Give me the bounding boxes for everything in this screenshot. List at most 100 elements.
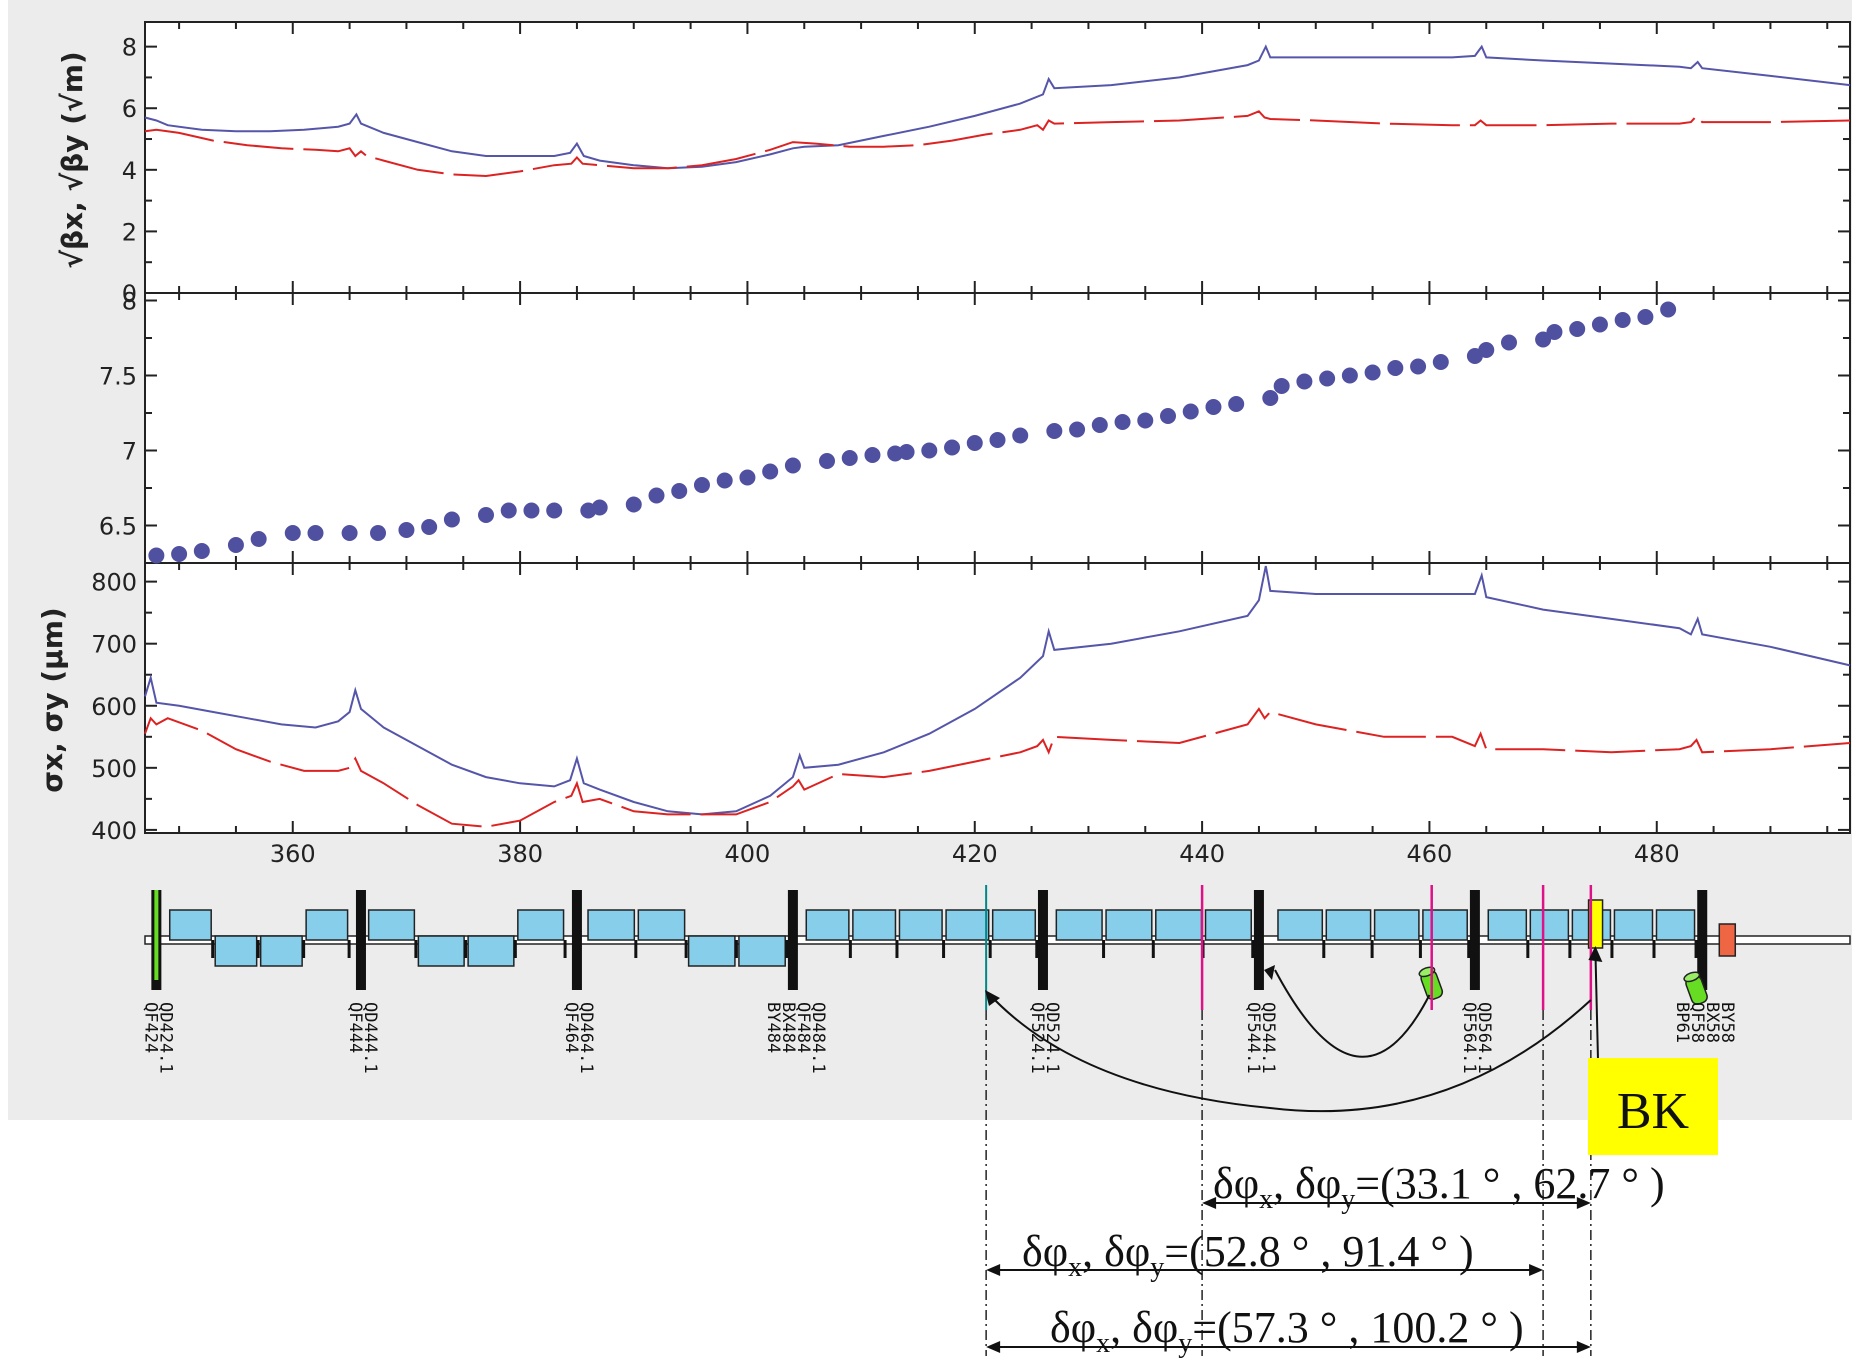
arrowhead [1529,1264,1544,1276]
dipole-magnet [1373,909,1420,941]
sigma-y-axis-label: σx, σy (μm) [36,607,69,792]
beta-panel [144,21,1851,294]
sigma-series-line [144,565,1851,816]
corrector-magnet [1526,940,1530,958]
corrector-magnet [464,940,468,958]
scatter-point [523,502,540,519]
scatter-point [1364,364,1381,381]
green-marker [154,890,159,980]
dipole-magnet [991,909,1037,941]
scatter-point [1182,403,1199,420]
lattice-element-label: QF464 [561,1002,581,1053]
x-tick-label: 440 [1179,840,1225,868]
y-tick-label: 400 [91,817,137,845]
quadrupole-magnet [571,890,582,990]
dipole-magnet [898,909,943,941]
y-tick-label: 8 [122,288,137,316]
lattice-element-label: QD564.1 [1474,1002,1494,1074]
phase-advance-label-1: δφx, δφy=(33.1 ° , 62.7 ° ) [1213,1159,1665,1215]
scatter-point [250,531,267,547]
scatter-point [671,483,688,499]
dipole-magnet [1613,909,1654,941]
scatter-point [591,499,608,516]
corrector-magnet [634,940,638,958]
dipole-magnet [417,935,465,967]
arrowhead [1588,946,1603,962]
corrector-magnet [785,940,789,958]
dipole-magnet [1055,909,1103,941]
scatter-point [921,442,938,459]
x-tick-label: 400 [725,840,771,868]
bk-pointer-line [1594,949,1599,1061]
arrowhead [1202,1197,1217,1209]
scatter-point [648,487,665,504]
dipole-magnet [467,935,515,967]
sigma-series-line [144,707,1851,828]
quadrupole-magnet [1253,890,1264,990]
corrector-magnet [256,940,260,958]
bpm-icon [1683,971,1708,1005]
scatter-point [227,537,244,553]
dipole-magnet [587,909,636,941]
lattice-element-label: QF544.1 [1243,1002,1263,1074]
dipole-magnet [1422,909,1468,941]
y-tick-label: 6 [122,95,137,123]
scatter-point [148,547,165,564]
arrowhead [1576,1341,1591,1353]
scatter-point [1296,373,1313,390]
y-tick-label: 600 [91,693,137,721]
scatter-point [1432,354,1449,370]
y-tick-label: 0 [122,280,137,308]
lattice-element-label: QD544.1 [1258,1002,1278,1074]
corrector-magnet [1694,940,1698,958]
dipole-magnet [1105,909,1153,941]
scatter-point [864,447,881,463]
x-tick-label: 380 [497,840,543,868]
y-tick-label: 800 [91,569,137,597]
scatter-point [443,511,460,528]
dipole-magnet [1155,909,1203,941]
scatter-point [1637,309,1654,325]
scatter-point [819,453,835,469]
lattice-element-label: QF444 [345,1002,365,1053]
scatter-point [307,525,324,541]
dipole-magnet [945,909,990,941]
scatter-point [944,439,961,456]
scatter-point [1341,367,1358,384]
lattice-element-label: QD524.1 [1042,1002,1062,1074]
dipole-magnet [687,935,736,967]
corrector-magnet [1467,940,1471,958]
scatter-point [1319,370,1336,387]
scatter-point [716,472,733,489]
lattice-element-label: BP61 [1672,1002,1692,1043]
corrector-magnet [1610,940,1614,958]
lattice-element-label: QF484 [793,1002,813,1053]
lattice-element-label: QF524.1 [1027,1002,1047,1074]
chart-series [144,44,1851,828]
corrector-magnet [684,940,688,958]
scatter-point [1046,423,1063,439]
dipole-magnet [637,909,686,941]
lattice-element-label: QF58 [1687,1002,1707,1043]
scatter-point [989,432,1006,448]
scatter-point [478,507,494,523]
dipole-magnet [517,909,565,941]
quadrupole-magnet [787,890,798,990]
dipole-magnet [259,935,303,967]
scatter-point [739,469,756,486]
bk-label-box [1588,1058,1718,1155]
phase-advance-label-3: δφx, δφy=(57.3 ° , 100.2 ° ) [1050,1303,1524,1359]
scatter-point [693,477,710,493]
corrector-magnet [1251,940,1255,958]
quadrupole-magnet [1469,890,1480,990]
corrector-magnet [734,940,738,958]
dipole-magnet [805,909,850,941]
scatter-point [1114,414,1131,430]
scatter-point [1137,412,1154,429]
lattice-element-label: QD484.1 [808,1002,828,1074]
scatter-point [1569,321,1586,337]
curved-arrow [1274,969,1431,1058]
dipole-magnet [367,909,416,941]
